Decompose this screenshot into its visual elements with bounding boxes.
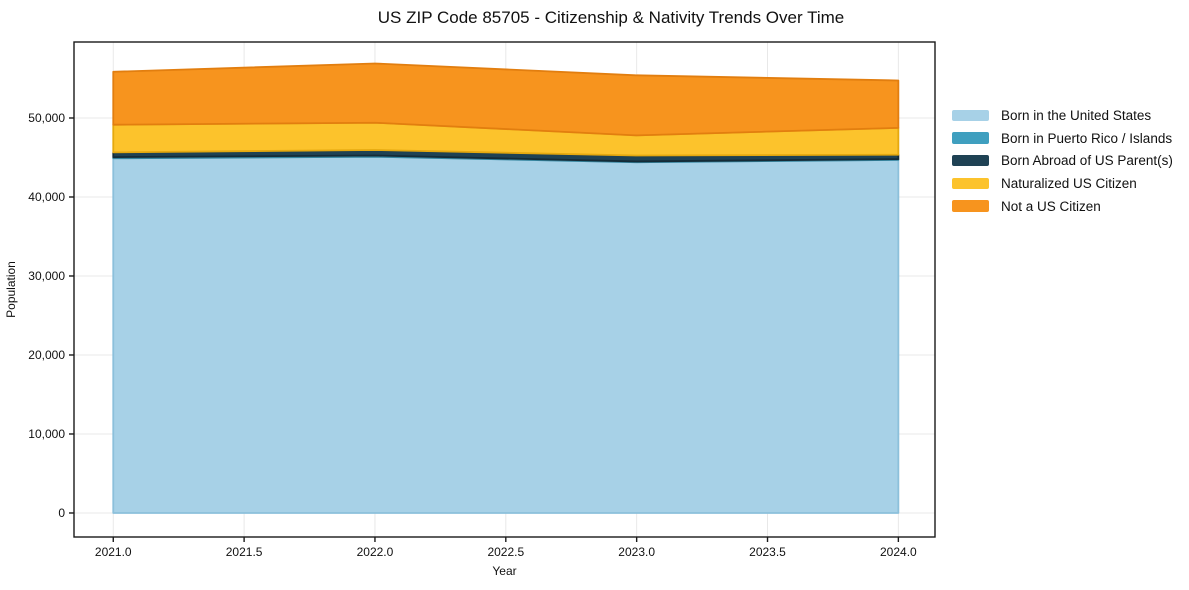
legend-label: Not a US Citizen [1001, 198, 1101, 214]
x-tick-label: 2023.0 [618, 545, 655, 559]
y-tick-label: 0 [58, 506, 65, 520]
legend-swatch [952, 154, 989, 167]
legend-swatch [952, 177, 989, 190]
legend-row: Born Abroad of US Parent(s) [952, 149, 1173, 172]
legend-row: Naturalized US Citizen [952, 172, 1173, 195]
legend-row: Born in the United States [952, 104, 1173, 127]
y-tick-label: 20,000 [28, 348, 65, 362]
legend-swatch [952, 109, 989, 122]
legend-swatch [952, 200, 989, 212]
legend-label: Born in Puerto Rico / Islands [1001, 130, 1173, 146]
legend-label: Naturalized US Citizen [1001, 175, 1137, 191]
y-tick-label: 30,000 [28, 269, 65, 283]
legend-label: Born in the United States [1001, 107, 1152, 123]
legend: Born in the United States Born in Puerto … [952, 104, 1173, 217]
legend-row: Not a US Citizen [952, 195, 1173, 218]
chart-title: US ZIP Code 85705 - Citizenship & Nativi… [377, 8, 845, 27]
x-tick-label: 2024.0 [880, 545, 917, 559]
x-tick-label: 2022.0 [357, 545, 394, 559]
legend-row: Born in Puerto Rico / Islands [952, 127, 1173, 150]
y-tick-label: 10,000 [28, 427, 65, 441]
x-tick-label: 2021.5 [226, 545, 263, 559]
x-tick-label: 2023.5 [749, 545, 786, 559]
x-tick-label: 2022.5 [487, 545, 524, 559]
plot-frame [73, 41, 936, 538]
y-axis-label: Population [4, 261, 18, 318]
y-tick-label: 40,000 [28, 190, 65, 204]
area-born-in-the-united-states [112, 155, 900, 514]
y-tick-label: 50,000 [28, 111, 65, 125]
area-not-a-us-citizen [112, 62, 900, 137]
x-axis-label: Year [492, 564, 516, 578]
legend-swatch [952, 132, 989, 144]
legend-label: Born Abroad of US Parent(s) [1001, 153, 1173, 169]
x-tick-label: 2021.0 [95, 545, 132, 559]
